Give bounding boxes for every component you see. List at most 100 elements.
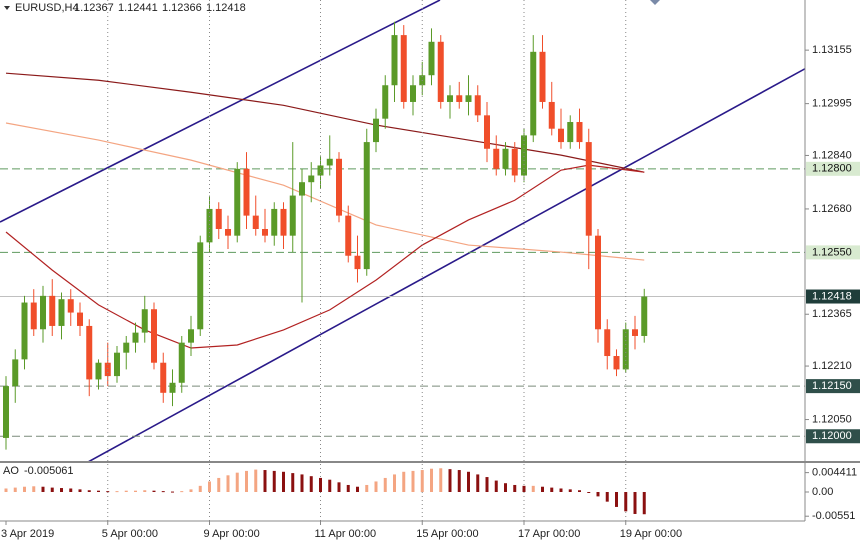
candle-body	[58, 299, 65, 326]
x-tick-label: 5 Apr 00:00	[102, 528, 158, 540]
candle-body	[178, 342, 185, 383]
ao-bar	[457, 470, 461, 492]
ao-value: -0.005061	[24, 465, 74, 477]
candle-body	[132, 332, 139, 343]
ao-bar	[78, 489, 82, 492]
ao-bar	[605, 492, 609, 502]
ao-bar	[161, 491, 165, 493]
candle-body	[465, 95, 472, 102]
candle-body	[521, 135, 527, 176]
candle-body	[151, 309, 157, 363]
level-box	[806, 245, 860, 260]
ao-bar	[504, 483, 507, 492]
ao-bar	[208, 481, 211, 492]
ao-y-tick-label: -0.00551	[812, 510, 855, 522]
ao-bar	[365, 484, 369, 492]
candle-body	[160, 362, 167, 393]
ao-bar	[411, 470, 415, 492]
candle-body	[95, 362, 102, 380]
ao-bar	[356, 486, 359, 492]
candle-body	[225, 228, 231, 236]
ao-bar	[624, 492, 628, 512]
candle-body	[410, 85, 416, 102]
ao-bar	[189, 489, 193, 492]
ao-bar	[263, 470, 267, 492]
candle-body	[40, 295, 46, 330]
candle-body	[354, 255, 361, 270]
candle-body	[548, 101, 555, 129]
ao-bar	[152, 490, 156, 492]
candle-body	[77, 312, 83, 326]
ao-bar	[217, 477, 221, 492]
candle-body	[169, 382, 176, 393]
level-box	[806, 289, 860, 304]
candle-body	[567, 122, 574, 143]
candle-body	[86, 325, 93, 380]
candle-body	[114, 352, 120, 377]
ao-bar	[485, 477, 489, 492]
candle-body	[326, 158, 333, 166]
candle-body	[502, 148, 509, 169]
price-panel	[0, 0, 805, 461]
ao-bar	[106, 491, 110, 493]
ao-bar	[596, 492, 600, 497]
ao-bar	[226, 475, 230, 492]
level-label: 1.12000	[812, 430, 852, 442]
ao-bar	[328, 479, 332, 492]
ao-bar	[69, 488, 73, 492]
level-label: 1.12800	[812, 163, 852, 175]
ao-bar	[272, 470, 276, 492]
y-tick-label: 1.12995	[812, 98, 852, 110]
ao-y-tick-label: 0.00	[812, 486, 833, 498]
candle-body	[437, 41, 444, 102]
ao-bar	[291, 473, 295, 492]
candle-body	[289, 195, 296, 236]
ao-bar	[115, 491, 119, 493]
ao-bar	[439, 468, 443, 492]
ao-bar	[180, 491, 184, 493]
ao-bar	[568, 489, 572, 492]
x-tick-label: 17 Apr 00:00	[518, 528, 580, 540]
candle-body	[539, 51, 546, 102]
ao-bar	[97, 490, 100, 492]
ao-bar	[513, 484, 517, 492]
ao-bar	[559, 488, 563, 492]
level-label: 1.12150	[812, 380, 852, 392]
candle-body	[280, 208, 287, 236]
ao-bar	[13, 487, 17, 492]
candle-body	[299, 182, 305, 196]
ao-y-tick-label: 0.004411	[812, 467, 857, 479]
menu-arrow[interactable]	[4, 6, 10, 10]
y-tick-label: 1.12680	[812, 203, 852, 215]
candle-body	[243, 168, 250, 216]
ao-bar	[319, 477, 322, 492]
x-tick-label: 11 Apr 00:00	[315, 528, 377, 540]
symbol: EURUSD,H4	[15, 2, 79, 14]
ao-bar	[550, 487, 554, 492]
candle-body	[49, 295, 56, 326]
candle-body	[345, 215, 352, 256]
candle-body	[104, 362, 111, 377]
candle-body	[197, 242, 204, 330]
ao-bar	[346, 484, 350, 492]
candle-body	[336, 158, 342, 216]
ao-bar	[309, 476, 313, 492]
candle-body	[632, 329, 638, 336]
level-box	[806, 429, 860, 444]
candle-body	[21, 302, 28, 360]
ao-bar	[541, 486, 544, 492]
ao-bar	[134, 490, 137, 492]
ao-bar	[430, 468, 433, 492]
y-tick-label: 1.12050	[812, 413, 852, 425]
ao-bar	[383, 477, 387, 492]
ao-bar	[402, 471, 406, 492]
candle-body	[622, 329, 629, 370]
ao-bar	[4, 488, 8, 492]
candle-body	[595, 235, 601, 330]
ao-bar	[448, 469, 452, 492]
ao-bar	[245, 470, 248, 492]
candle-body	[188, 329, 194, 343]
moving-average	[5, 122, 645, 261]
ao-bar	[50, 487, 54, 492]
y-tick-label: 1.12840	[812, 149, 852, 161]
